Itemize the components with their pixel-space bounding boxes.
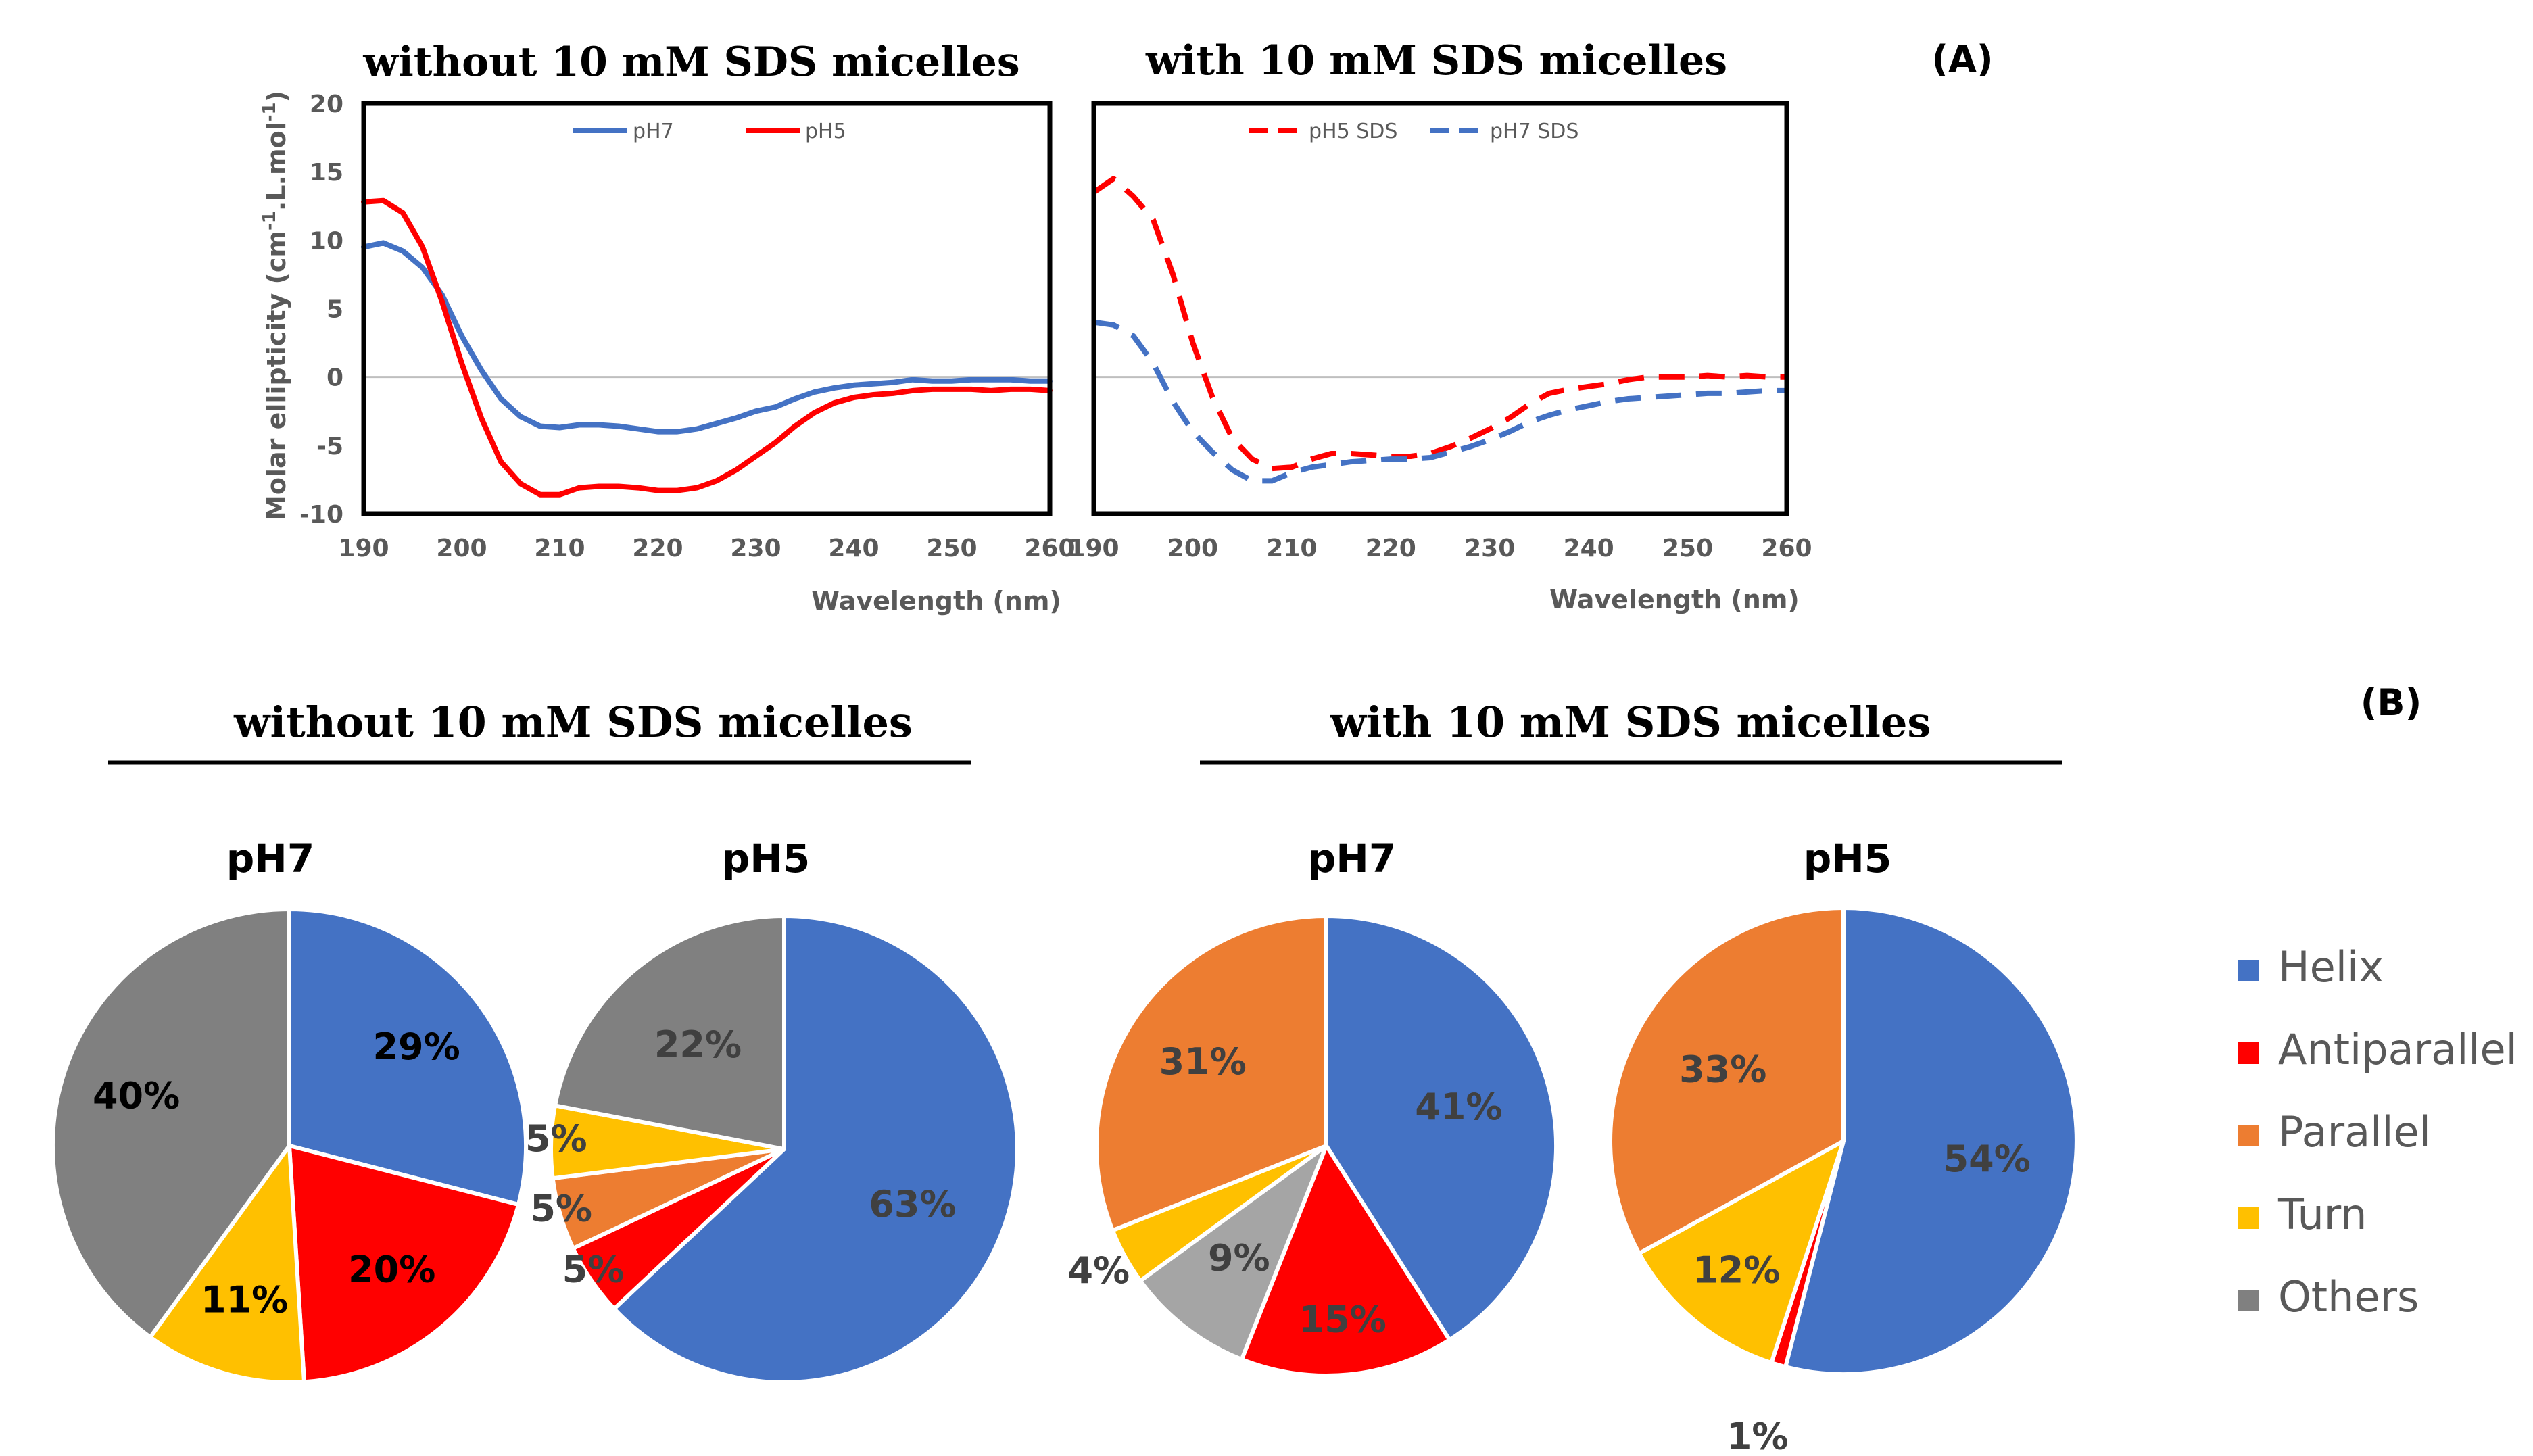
legend-label: pH7 bbox=[633, 120, 674, 143]
pie-slice-others bbox=[553, 914, 786, 1151]
legend-label-others: Others bbox=[2278, 1272, 2419, 1321]
x-tick-label: 190 bbox=[338, 535, 389, 562]
pie-slice-helix bbox=[1783, 906, 2079, 1376]
legend-label-antiparallel: Antiparallel bbox=[2278, 1025, 2517, 1074]
x-tick-label: 260 bbox=[1761, 535, 1812, 562]
pie-1-title: pH7 bbox=[226, 835, 314, 881]
pie-slice-parallel bbox=[1094, 914, 1328, 1233]
pie-data-label: 5% bbox=[562, 1248, 625, 1290]
y-tick-label: 20 bbox=[310, 91, 343, 118]
panel-label-b: (B) bbox=[2361, 681, 2422, 724]
y-tick-label: 10 bbox=[310, 227, 343, 255]
pie-data-label: 40% bbox=[93, 1075, 180, 1117]
pie-chart-4: 54% 1% 12% 33% bbox=[1608, 906, 2079, 1456]
pie-slice-others bbox=[1138, 1144, 1328, 1362]
y-tick-label: 0 bbox=[327, 364, 343, 392]
x-tick-label: 210 bbox=[534, 535, 585, 562]
legend-swatch-turn bbox=[2238, 1207, 2259, 1229]
legend-swatch-antiparallel bbox=[2238, 1042, 2259, 1064]
plot-frame bbox=[361, 101, 1053, 516]
legend-label-parallel: Parallel bbox=[2278, 1107, 2431, 1157]
pie-legend: Helix Antiparallel Parallel Turn Others bbox=[2238, 942, 2517, 1321]
pie-4-title: pH5 bbox=[1804, 835, 1891, 881]
line-chart-2-x-axis-label: Wavelength (nm) bbox=[1549, 585, 1800, 614]
panel-label-a: (A) bbox=[1931, 38, 1993, 80]
line-chart-1-title: without 10 mM SDS micelles bbox=[362, 39, 1019, 86]
x-tick-label: 260 bbox=[1024, 535, 1075, 562]
pie-slice-turn bbox=[1637, 1139, 1846, 1365]
line-chart-2-title: with 10 mM SDS micelles bbox=[1145, 37, 1727, 84]
pie-data-label: 15% bbox=[1299, 1298, 1386, 1340]
pie-data-label: 54% bbox=[1944, 1138, 2031, 1180]
y-tick-label: 15 bbox=[310, 159, 343, 187]
y-tick-label: -10 bbox=[299, 501, 343, 529]
pie-chart-1: 29% 20% 11% 40% bbox=[51, 907, 528, 1384]
x-tick-label: 240 bbox=[828, 535, 879, 562]
pie-data-label: 22% bbox=[654, 1023, 742, 1066]
panel-a: (A) without 10 mM SDS micelles with 10 m… bbox=[260, 37, 1994, 616]
y-tick-label: 5 bbox=[327, 296, 343, 324]
line-chart-2: 190 200 210 220 230 240 250 260 pH5 SDS pH7 SDS bbox=[1068, 101, 1812, 562]
pie-data-label: 9% bbox=[1208, 1237, 1270, 1280]
pie-slice-helix bbox=[287, 907, 528, 1207]
pie-slice-helix bbox=[612, 914, 1019, 1384]
legend-label: pH5 bbox=[805, 120, 846, 143]
pie-3-title: pH7 bbox=[1308, 835, 1396, 881]
series-line-ph7-sds bbox=[1093, 319, 1787, 484]
series-line-ph7 bbox=[361, 240, 1053, 435]
x-tick-label: 190 bbox=[1068, 535, 1119, 562]
pie-data-label: 5% bbox=[525, 1117, 587, 1160]
pie-data-label: 63% bbox=[869, 1183, 956, 1226]
x-tick-label: 230 bbox=[730, 535, 781, 562]
x-tick-label: 210 bbox=[1266, 535, 1317, 562]
x-tick-label: 200 bbox=[436, 535, 487, 562]
legend-label: pH5 SDS bbox=[1309, 120, 1397, 143]
pie-data-label: 41% bbox=[1415, 1086, 1502, 1128]
plot-frame bbox=[1091, 101, 1789, 516]
series-line-ph5 bbox=[361, 197, 1053, 498]
x-tick-label: 240 bbox=[1564, 535, 1614, 562]
pie-chart-3: 41% 15% 9% 4% 31% bbox=[1067, 914, 1559, 1378]
line-chart-1-x-axis-label: Wavelength (nm) bbox=[811, 586, 1061, 616]
legend-label-turn: Turn bbox=[2277, 1190, 2367, 1239]
pie-data-label: 11% bbox=[201, 1279, 288, 1321]
pie-data-label: 4% bbox=[1067, 1249, 1130, 1292]
series-line-ph5-sds bbox=[1092, 176, 1787, 472]
pie-slice-parallel bbox=[1608, 906, 1846, 1256]
legend-swatch-others bbox=[2238, 1290, 2259, 1311]
pie-group-left-title: without 10 mM SDS micelles bbox=[233, 698, 913, 747]
pie-2-title: pH5 bbox=[722, 835, 810, 881]
x-tick-label: 250 bbox=[926, 535, 977, 562]
pie-slice-antiparallel bbox=[287, 1144, 521, 1384]
pie-group-right-title: with 10 mM SDS micelles bbox=[1330, 698, 1931, 747]
line-chart-1: 190 200 210 220 230 240 250 260 -10 -5 0 5 10 15 20 pH7… bbox=[299, 91, 1076, 562]
x-tick-label: 220 bbox=[1366, 535, 1416, 562]
x-tick-label: 220 bbox=[632, 535, 683, 562]
legend-label: pH7 SDS bbox=[1490, 120, 1578, 143]
pie-data-label: 1% bbox=[1727, 1415, 1789, 1456]
x-tick-label: 200 bbox=[1167, 535, 1218, 562]
legend-label-helix: Helix bbox=[2278, 942, 2384, 992]
legend-swatch-parallel bbox=[2238, 1125, 2259, 1146]
pie-slice-turn bbox=[148, 1144, 306, 1384]
x-tick-label: 230 bbox=[1464, 535, 1515, 562]
pie-slice-others bbox=[51, 907, 291, 1340]
pie-data-label: 5% bbox=[530, 1188, 592, 1230]
panel-b: (B) without 10 mM SDS micelles with 10 m… bbox=[51, 681, 2517, 1456]
pie-data-label: 29% bbox=[372, 1025, 460, 1068]
pie-data-label: 31% bbox=[1159, 1040, 1247, 1083]
pie-chart-2: 63% 5% 5% 5% 22% bbox=[525, 914, 1019, 1384]
pie-slice-antiparallel bbox=[1239, 1144, 1452, 1378]
x-tick-label: 250 bbox=[1662, 535, 1713, 562]
pie-data-label: 12% bbox=[1693, 1248, 1780, 1291]
legend-swatch-helix bbox=[2238, 960, 2259, 981]
pie-data-label: 33% bbox=[1679, 1048, 1766, 1091]
y-tick-label: -5 bbox=[316, 433, 343, 460]
pie-data-label: 20% bbox=[348, 1248, 435, 1290]
y-axis-label: Molar ellipticity (cm-1.L.mol-1) bbox=[260, 91, 291, 520]
